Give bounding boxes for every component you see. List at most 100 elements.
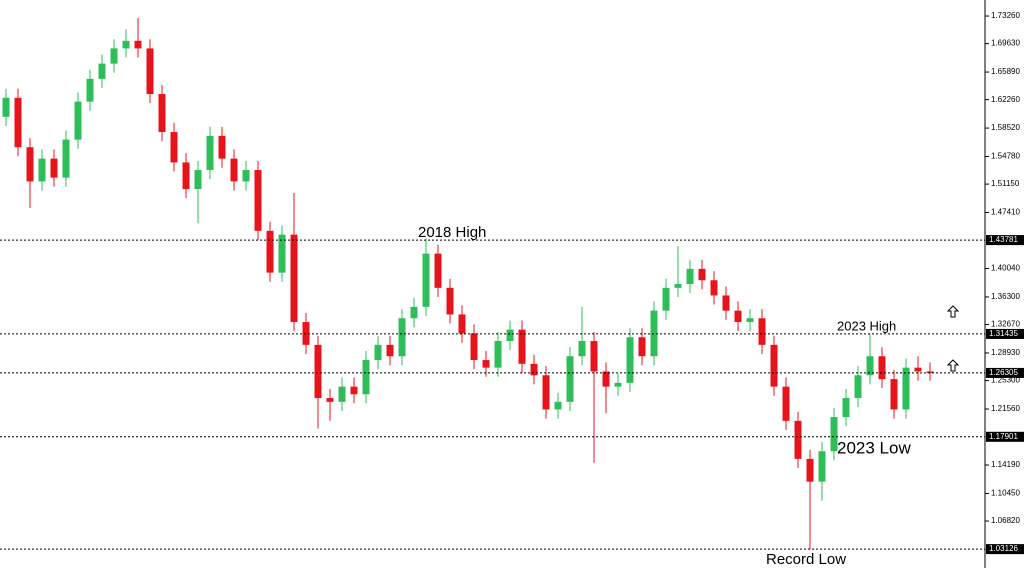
candle-body [914,367,922,372]
candle-body [614,382,622,387]
candle-body [182,162,190,190]
candle-body [14,97,22,148]
candle-body [362,360,370,395]
candle-body [782,386,790,421]
y-tick-label: 1.32670 [991,320,1020,329]
up-arrow-icon [946,305,960,372]
candle-body [518,329,526,364]
candle-body [662,287,670,311]
candle-body [542,375,550,410]
candle-body [566,356,574,402]
candle-body [386,344,394,357]
candle-body [50,158,58,178]
level-label-box [986,367,1024,378]
candle-body [806,458,814,482]
candle-body [710,280,718,296]
candle-body [494,341,502,368]
annotation: Record Low [766,551,846,568]
y-tick-label: 1.73260 [991,11,1020,20]
level-label: 1.26305 [989,368,1018,377]
y-tick-label: 1.10450 [991,489,1020,498]
candle-body [902,367,910,410]
candle-body [170,132,178,163]
level-label: 1.43781 [989,235,1018,244]
candle-body [218,135,226,159]
candle-body [158,94,166,133]
candle-body [350,386,358,395]
candle-body [146,48,154,95]
candle-body [830,417,838,452]
candle-body [206,135,214,171]
level-label-box [986,431,1024,442]
candle-body [818,451,826,482]
candle-body [230,158,238,182]
y-tick-label: 1.14190 [991,460,1020,469]
level-label: 1.03126 [989,544,1018,553]
candle-body [38,158,46,182]
y-tick-label: 1.40040 [991,264,1020,273]
y-tick-label: 1.25300 [991,376,1020,385]
candle-body [446,287,454,315]
candle-body [578,341,586,357]
candle-body [602,371,610,387]
candle-body [530,363,538,376]
candle-body [98,63,106,79]
candle-body [794,420,802,459]
candle-body [194,170,202,190]
level-label-box [986,235,1024,246]
y-tick-label: 1.51150 [991,179,1020,188]
y-tick-label: 1.54780 [991,152,1020,161]
y-tick-label: 1.28930 [991,348,1020,357]
candle-body [62,139,70,178]
candle-body [866,356,874,376]
candle-body [122,40,130,49]
candle-body [926,371,934,373]
candle-body [266,230,274,273]
candle-body [758,318,766,345]
candle-body [470,333,478,361]
candle-body [422,253,430,307]
candle-body [638,337,646,357]
annotation: 2018 High [418,224,486,241]
candle-body [506,329,514,342]
candle-body [278,234,286,273]
candle-body [698,268,706,281]
candle-body [314,344,322,399]
candle-body [338,386,346,402]
candle-body [410,306,418,319]
candle-body [878,356,886,380]
candle-body [854,375,862,399]
y-tick-label: 1.36300 [991,292,1020,301]
candle-body [746,318,754,323]
level-label-box [986,328,1024,339]
candle-body [110,48,118,64]
candle-body [26,147,34,182]
annotation: 2023 Low [837,438,911,457]
candle-body [2,97,10,117]
candle-body [482,360,490,368]
candle-body [290,234,298,323]
candle-body [626,337,634,383]
level-label: 1.17901 [989,432,1018,441]
candle-body [890,379,898,410]
candle-body [458,314,466,334]
candle-body [254,170,262,231]
candle-body [554,401,562,410]
candle-body [74,101,82,140]
candle-body [374,344,382,361]
candle-body [842,398,850,418]
annotation: 2023 High [837,318,896,333]
y-tick-label: 1.65890 [991,67,1020,76]
candle-body [326,398,334,402]
candle-body [134,40,142,49]
candle-body [674,284,682,288]
candle-body [434,253,442,288]
y-tick-label: 1.62260 [991,95,1020,104]
level-label-box [986,544,1024,555]
candle-body [770,344,778,387]
level-label: 1.31435 [989,329,1018,338]
candle-body [86,78,94,102]
candle-body [686,268,694,285]
candle-body [398,318,406,357]
